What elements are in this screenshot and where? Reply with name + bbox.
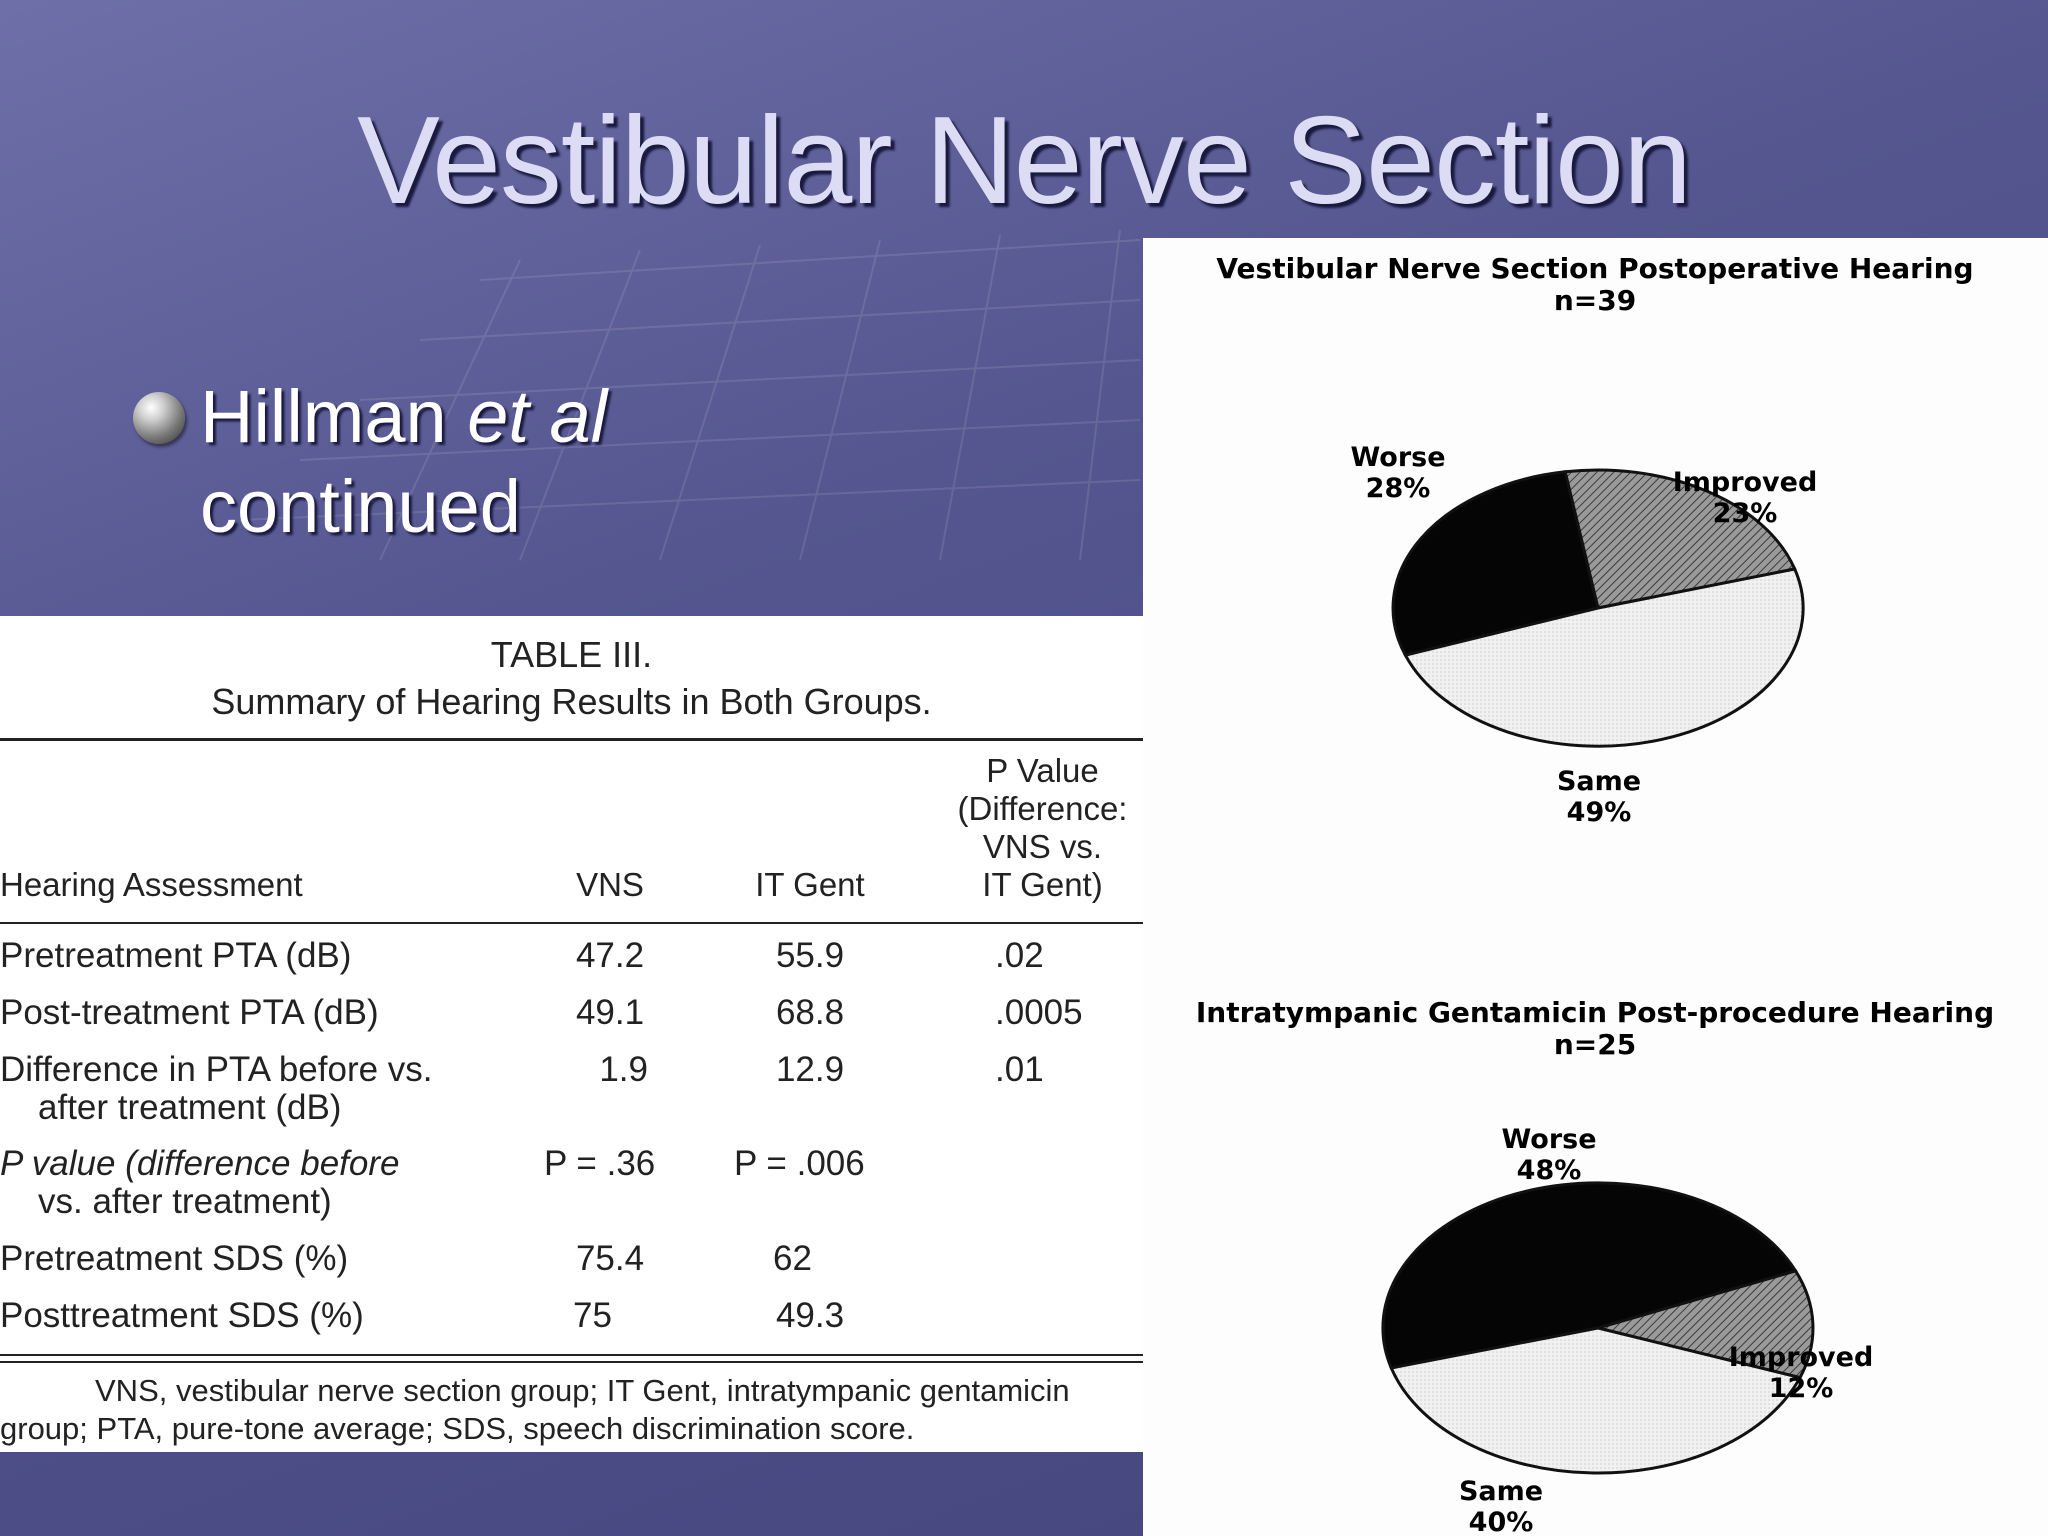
header-itgent: IT Gent — [755, 866, 865, 903]
header-vns: VNS — [576, 866, 644, 903]
header-pvalue-1: P Value — [986, 752, 1099, 789]
row4-label: P value (difference before — [0, 1144, 400, 1183]
pie-subtitle-1: n=39 — [1554, 284, 1636, 317]
header-pvalue-4: IT Gent) — [982, 866, 1103, 903]
pie1-slice-improved — [1563, 468, 1797, 610]
pie2-label-improved: Improved — [1729, 1342, 1874, 1373]
table-bottom-rule-2 — [0, 1361, 1143, 1363]
pie1-value-worse: 28% — [1366, 473, 1431, 504]
row1-p: .02 — [995, 936, 1044, 975]
bullet-icon — [133, 392, 185, 444]
pie2-slice-same — [1389, 1326, 1803, 1475]
row1-vns: 47.2 — [575, 936, 645, 975]
row5-vns: 75.4 — [575, 1239, 645, 1278]
pie1-slice-worse — [1391, 470, 1600, 657]
pie-title-1: Vestibular Nerve Section Postoperative H… — [1216, 252, 1973, 285]
row6-label: Posttreatment SDS (%) — [0, 1296, 364, 1335]
header-pvalue-2: (Difference: — [957, 790, 1128, 827]
hearing-results-table: TABLE III. Summary of Hearing Results in… — [0, 616, 1143, 1452]
pie1-label-worse: Worse — [1350, 442, 1445, 473]
row4-label-cont: vs. after treatment) — [38, 1182, 332, 1221]
bullet-author: Hillman — [200, 375, 468, 458]
row3-p: .01 — [995, 1050, 1044, 1089]
pie1-value-same: 49% — [1567, 797, 1632, 828]
row1-itgent: 55.9 — [775, 936, 845, 975]
pie2-value-worse: 48% — [1517, 1155, 1582, 1186]
table-top-rule — [0, 738, 1143, 741]
footnote-line2: group; PTA, pure-tone average; SDS, spee… — [0, 1411, 915, 1446]
footnote-line1: VNS, vestibular nerve section group; IT … — [95, 1373, 1070, 1408]
row1-label: Pretreatment PTA (dB) — [0, 936, 352, 975]
table-caption-title: TABLE III. — [490, 634, 653, 675]
row4-itgent: P = .006 — [734, 1144, 865, 1183]
header-assessment: Hearing Assessment — [0, 866, 303, 903]
row4-vns: P = .36 — [544, 1144, 656, 1183]
pie-charts-panel: Vestibular Nerve Section Postoperative H… — [1143, 238, 2048, 1536]
row3-label-cont: after treatment (dB) — [38, 1088, 342, 1127]
header-pvalue-3: VNS vs. — [982, 828, 1103, 865]
bullet-text: Hillman et al continued — [200, 372, 607, 552]
table-caption-subtitle: Summary of Hearing Results in Both Group… — [211, 681, 932, 722]
row2-itgent: 68.8 — [775, 993, 845, 1032]
row2-p: .0005 — [995, 993, 1083, 1032]
table-header-rule — [0, 922, 1143, 924]
pie2-value-same: 40% — [1469, 1507, 1534, 1536]
slide-title: Vestibular Nerve Section — [357, 92, 1692, 230]
pie-title-2: Intratympanic Gentamicin Post-procedure … — [1196, 996, 1994, 1029]
pie1-value-improved: 23% — [1713, 498, 1778, 529]
bullet-etal: et al — [467, 375, 608, 458]
pie1-label-same: Same — [1557, 766, 1641, 797]
row2-label: Post-treatment PTA (dB) — [0, 993, 379, 1032]
row6-itgent: 49.3 — [775, 1296, 845, 1335]
pie-subtitle-2: n=25 — [1554, 1028, 1636, 1061]
pie2-slice-worse — [1381, 1181, 1798, 1370]
row3-label: Difference in PTA before vs. — [0, 1050, 433, 1089]
row6-vns: 75 — [573, 1296, 612, 1335]
table-bottom-rule-1 — [0, 1354, 1143, 1356]
row2-vns: 49.1 — [575, 993, 645, 1032]
pie2-slice-improved — [1592, 1269, 1815, 1380]
background-pattern — [239, 229, 1141, 561]
pie2-label-worse: Worse — [1501, 1124, 1596, 1155]
row5-label: Pretreatment SDS (%) — [0, 1239, 349, 1278]
bullet-continued: continued — [200, 465, 521, 548]
pie1-label-improved: Improved — [1673, 467, 1818, 498]
row5-itgent: 62 — [773, 1239, 812, 1278]
pie-charts-svg: Vestibular Nerve Section Postoperative H… — [1196, 252, 1994, 1536]
row3-itgent: 12.9 — [775, 1050, 845, 1089]
pie2-label-same: Same — [1459, 1476, 1543, 1507]
row3-vns: 1.9 — [599, 1050, 648, 1089]
pie1-slice-same — [1403, 567, 1805, 748]
pie2-value-improved: 12% — [1769, 1373, 1834, 1404]
